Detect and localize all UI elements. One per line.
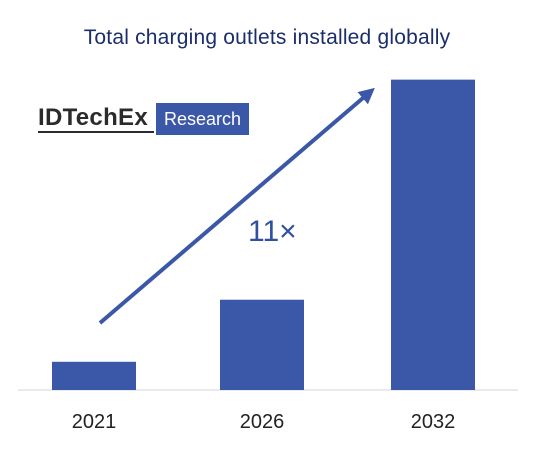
x-tick-2021: 2021 xyxy=(72,411,117,433)
bar-2026 xyxy=(220,299,304,390)
x-tick-2032: 2032 xyxy=(411,411,456,433)
bars-group xyxy=(52,79,475,391)
logo-brand: IDTechEx xyxy=(38,105,154,133)
logo-tag: Research xyxy=(156,103,250,135)
idtechex-logo: IDTechEx Research xyxy=(38,103,250,135)
bar-2032 xyxy=(391,79,475,391)
bar-2021 xyxy=(52,361,136,390)
x-tick-2026: 2026 xyxy=(240,411,285,433)
x-tick-labels: 2021 2026 2032 xyxy=(72,411,456,433)
growth-annotation: 11× xyxy=(248,215,297,248)
chart-title: Total charging outlets installed globall… xyxy=(83,26,451,49)
growth-arrow xyxy=(98,87,375,325)
